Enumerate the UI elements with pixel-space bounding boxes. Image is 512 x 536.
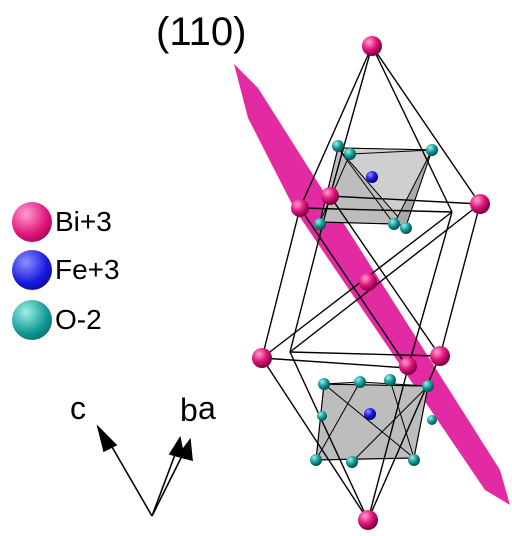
- axis-label-c: c: [70, 390, 86, 426]
- bi-atom: [362, 36, 382, 56]
- bi-atom: [470, 194, 490, 214]
- cell-edge: [329, 195, 481, 205]
- o-atom: [384, 374, 396, 386]
- octahedron-edge: [349, 149, 433, 155]
- axis-c-arrowhead: [96, 424, 118, 453]
- o-atom: [332, 140, 344, 152]
- o-atom: [318, 378, 330, 390]
- axis-label-a: a: [198, 390, 216, 426]
- bi-atom: [321, 187, 339, 205]
- legend-item-o: O-2: [12, 299, 102, 341]
- bi-atom: [399, 357, 417, 375]
- o-atom: [422, 380, 434, 392]
- cell-edge: [299, 207, 453, 213]
- bi-atom: [291, 199, 309, 217]
- legend-label-fe: Fe+3: [55, 254, 120, 285]
- axis-c-arrow: [107, 439, 153, 517]
- cell-edge: [289, 351, 441, 357]
- axis-a-arrow: [151, 451, 185, 517]
- cell-edge: [289, 351, 369, 521]
- axis-indicator: [96, 424, 193, 517]
- legend-item-fe: Fe+3: [12, 249, 120, 291]
- o-atom: [400, 222, 412, 234]
- legend-label-o: O-2: [55, 304, 102, 335]
- upper-octahedron-face: [393, 149, 433, 227]
- octahedron-edge: [389, 379, 415, 459]
- o-atom: [388, 218, 400, 230]
- fe-ball-icon: [12, 250, 52, 290]
- legend-item-bi: Bi+3: [12, 201, 112, 243]
- cell-edge: [261, 357, 369, 521]
- fe-atom: [366, 171, 378, 183]
- o-atom: [314, 218, 326, 230]
- cell-edge: [367, 367, 409, 521]
- octahedron-edge: [319, 153, 351, 223]
- o-atom: [344, 148, 356, 160]
- plane-title: (110): [156, 10, 247, 54]
- axis-a-arrowhead: [176, 437, 193, 462]
- lower-octahedron: [315, 379, 429, 463]
- o-atom: [426, 144, 438, 156]
- cell-edge: [329, 195, 441, 357]
- upper-octahedron: [319, 147, 433, 227]
- cell-edge: [261, 357, 409, 369]
- cell-edge: [439, 203, 481, 357]
- bi-atom: [430, 346, 450, 366]
- cell-edge: [261, 211, 453, 359]
- o-atom: [354, 376, 366, 388]
- cell-edge: [329, 45, 373, 197]
- cell-edge: [371, 45, 453, 213]
- legend-label-bi: Bi+3: [55, 206, 112, 237]
- cell-edge: [371, 45, 481, 205]
- o-atom: [317, 411, 327, 421]
- cell-edge: [261, 207, 301, 359]
- octahedron-edge: [351, 385, 429, 463]
- bi-atom: [358, 510, 378, 530]
- cell-edge: [299, 45, 373, 209]
- octahedron-edge: [323, 383, 415, 459]
- o-ball-icon: [12, 300, 52, 340]
- axis-label-b: b: [180, 392, 198, 428]
- o-atom: [427, 415, 437, 425]
- bi-ball-icon: [12, 202, 52, 242]
- fe-atom: [364, 408, 376, 420]
- o-atom: [310, 454, 322, 466]
- bi-atom: [252, 348, 272, 368]
- cell-edge: [407, 211, 453, 369]
- cell-edge: [289, 203, 481, 353]
- bi-atom: [359, 273, 377, 291]
- o-atom: [346, 456, 358, 468]
- axis-b-arrow: [151, 451, 177, 517]
- o-atom: [408, 454, 420, 466]
- octahedron-edge: [315, 381, 361, 461]
- atoms: [252, 36, 490, 530]
